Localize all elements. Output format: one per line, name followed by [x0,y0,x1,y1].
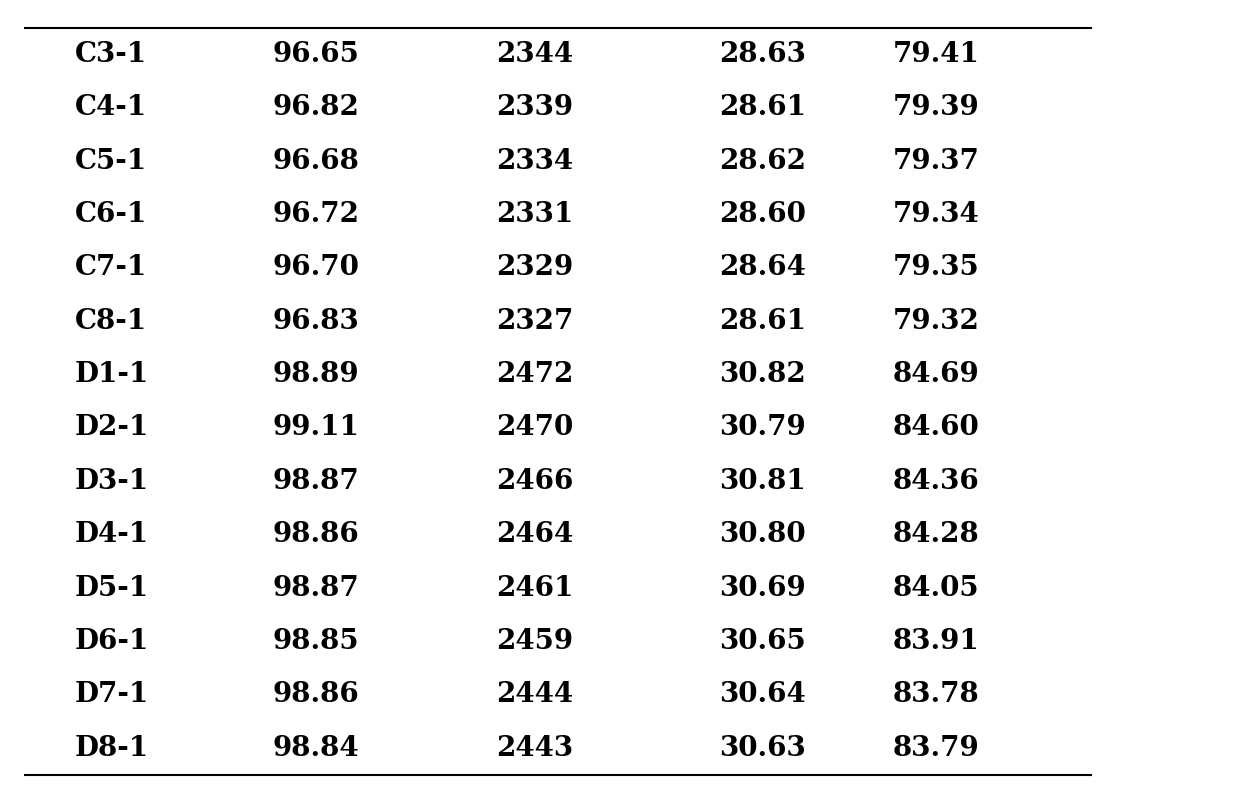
Text: 84.69: 84.69 [893,361,980,388]
Text: 28.62: 28.62 [719,148,806,174]
Text: 96.68: 96.68 [273,148,360,174]
Text: 30.65: 30.65 [719,628,806,655]
Text: 30.79: 30.79 [719,414,806,441]
Text: 28.64: 28.64 [719,254,806,282]
Text: 83.79: 83.79 [893,735,980,761]
Text: 98.86: 98.86 [273,521,360,548]
Text: 2331: 2331 [496,201,573,228]
Text: 2443: 2443 [496,735,573,761]
Text: 84.28: 84.28 [893,521,980,548]
Text: 83.91: 83.91 [893,628,980,655]
Text: 28.61: 28.61 [719,94,806,122]
Text: D2-1: D2-1 [74,414,149,441]
Text: 98.86: 98.86 [273,681,360,709]
Text: C7-1: C7-1 [74,254,146,282]
Text: 2334: 2334 [496,148,573,174]
Text: 28.63: 28.63 [719,41,806,68]
Text: 98.87: 98.87 [273,468,360,495]
Text: D8-1: D8-1 [74,735,149,761]
Text: D4-1: D4-1 [74,521,149,548]
Text: 2444: 2444 [496,681,573,709]
Text: 28.60: 28.60 [719,201,806,228]
Text: 79.41: 79.41 [893,41,980,68]
Text: 2344: 2344 [496,41,573,68]
Text: 30.64: 30.64 [719,681,806,709]
Text: C8-1: C8-1 [74,308,146,335]
Text: 30.82: 30.82 [719,361,806,388]
Text: 30.63: 30.63 [719,735,806,761]
Text: C3-1: C3-1 [74,41,146,68]
Text: 2472: 2472 [496,361,573,388]
Text: 79.35: 79.35 [893,254,980,282]
Text: 2464: 2464 [496,521,573,548]
Text: C4-1: C4-1 [74,94,146,122]
Text: 84.36: 84.36 [893,468,980,495]
Text: D1-1: D1-1 [74,361,149,388]
Text: 2470: 2470 [496,414,573,441]
Text: 30.69: 30.69 [719,574,806,601]
Text: C5-1: C5-1 [74,148,146,174]
Text: 83.78: 83.78 [893,681,980,709]
Text: 96.65: 96.65 [273,41,360,68]
Text: 84.60: 84.60 [893,414,980,441]
Text: 2339: 2339 [496,94,573,122]
Text: 96.72: 96.72 [273,201,360,228]
Text: 79.37: 79.37 [893,148,980,174]
Text: 98.84: 98.84 [273,735,360,761]
Text: 28.61: 28.61 [719,308,806,335]
Text: 2466: 2466 [496,468,573,495]
Text: C6-1: C6-1 [74,201,146,228]
Text: 99.11: 99.11 [273,414,360,441]
Text: 98.85: 98.85 [273,628,360,655]
Text: 98.87: 98.87 [273,574,360,601]
Text: 98.89: 98.89 [273,361,360,388]
Text: D7-1: D7-1 [74,681,149,709]
Text: D3-1: D3-1 [74,468,149,495]
Text: D5-1: D5-1 [74,574,149,601]
Text: 79.39: 79.39 [893,94,980,122]
Text: 2329: 2329 [496,254,573,282]
Text: 30.81: 30.81 [719,468,806,495]
Text: 84.05: 84.05 [893,574,980,601]
Text: 2459: 2459 [496,628,573,655]
Text: 96.83: 96.83 [273,308,360,335]
Text: 30.80: 30.80 [719,521,806,548]
Text: 96.70: 96.70 [273,254,360,282]
Text: D6-1: D6-1 [74,628,149,655]
Text: 79.32: 79.32 [893,308,980,335]
Text: 96.82: 96.82 [273,94,360,122]
Text: 2461: 2461 [496,574,573,601]
Text: 2327: 2327 [496,308,573,335]
Text: 79.34: 79.34 [893,201,980,228]
